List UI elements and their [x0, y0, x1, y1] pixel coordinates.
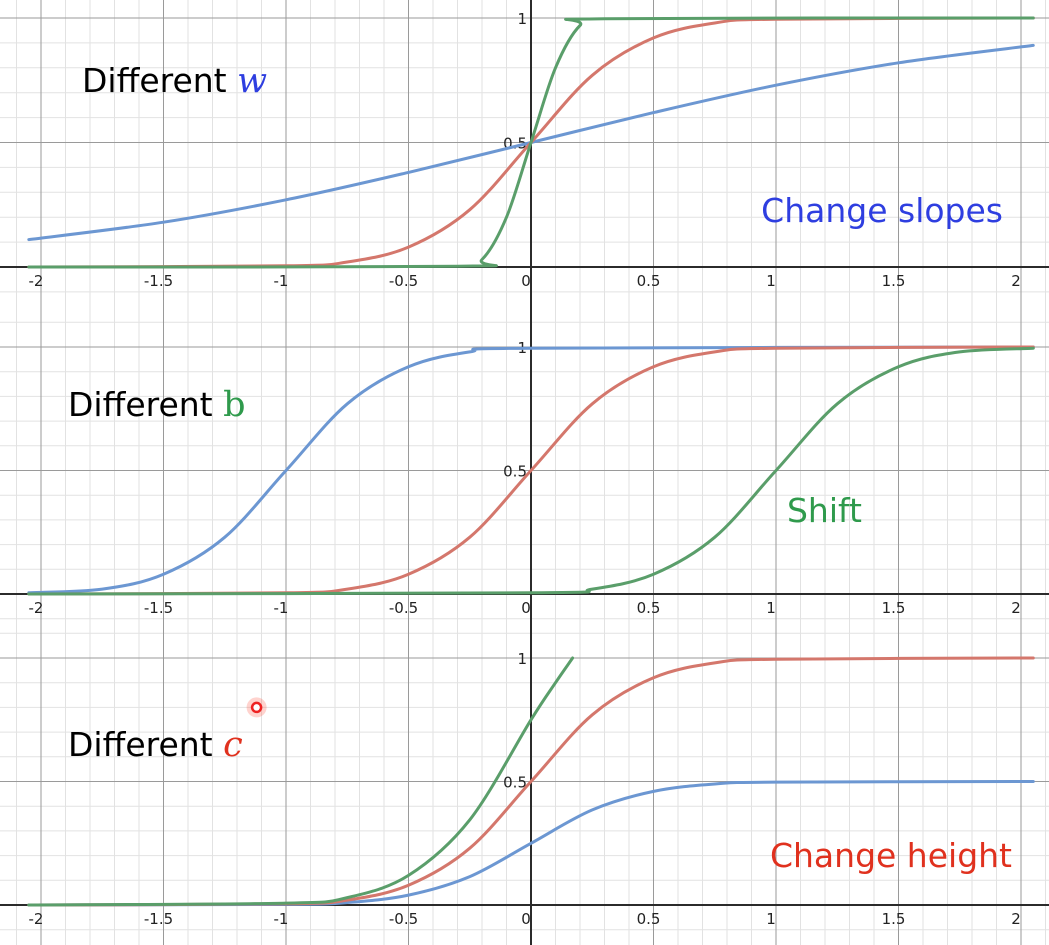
x-tick-label: 2	[1011, 910, 1021, 928]
x-tick-label: 0	[521, 599, 531, 617]
x-tick-label: -2	[29, 910, 44, 928]
x-tick-label: -1.5	[144, 599, 173, 617]
series-line-green	[27, 656, 575, 907]
x-tick-label: 1	[766, 272, 776, 290]
x-tick-label: -1	[274, 599, 289, 617]
panel-note: Change slopes	[761, 191, 1003, 230]
annotation-label: Different	[82, 61, 237, 100]
x-tick-label: 0.5	[637, 272, 661, 290]
annotation-label: Different	[68, 385, 223, 424]
x-tick-label: 0	[521, 910, 531, 928]
panel-annotation: Different b	[68, 385, 246, 425]
x-tick-label: 1.5	[882, 910, 906, 928]
x-tick-label: 1.5	[882, 272, 906, 290]
annotation-variable: w	[237, 61, 267, 101]
panel-note: Change height	[770, 836, 1012, 875]
annotation-variable: c	[223, 725, 243, 765]
x-tick-label: 0.5	[637, 910, 661, 928]
x-tick-label: 2	[1011, 272, 1021, 290]
x-tick-label: 0.5	[637, 599, 661, 617]
y-tick-label: 1	[517, 10, 527, 28]
annotation-label: Different	[68, 725, 223, 764]
x-tick-label: -1.5	[144, 272, 173, 290]
y-tick-label: 0.5	[503, 463, 527, 481]
panel-annotation: Different w	[82, 61, 267, 101]
y-tick-label: 1	[517, 650, 527, 668]
chart-panel-height: -2 -1.5 -1 -0.5 0 0.5 1 1.5 2 0.5 1 Different c Chan…	[0, 630, 1049, 945]
x-tick-label: -2	[29, 599, 44, 617]
annotation-variable: b	[223, 385, 245, 425]
x-tick-label: -0.5	[389, 599, 418, 617]
series-line-green	[27, 16, 1035, 269]
x-tick-label: 0	[521, 272, 531, 290]
x-tick-label: 2	[1011, 599, 1021, 617]
x-tick-label: -0.5	[389, 272, 418, 290]
x-tick-label: -1.5	[144, 910, 173, 928]
series-line-green	[27, 346, 1035, 596]
x-tick-label: -1	[274, 910, 289, 928]
x-tick-label: -1	[274, 272, 289, 290]
y-tick-label: 0.5	[503, 774, 527, 792]
x-tick-label: -2	[29, 272, 44, 290]
series-line-blue	[27, 345, 1035, 595]
panel-annotation: Different c	[68, 725, 243, 765]
x-tick-label: 1	[766, 910, 776, 928]
cursor-dot	[250, 701, 263, 714]
x-tick-label: 1.5	[882, 599, 906, 617]
x-tick-label: 1	[766, 599, 776, 617]
x-tick-label: -0.5	[389, 910, 418, 928]
panel-note: Shift	[787, 491, 862, 530]
